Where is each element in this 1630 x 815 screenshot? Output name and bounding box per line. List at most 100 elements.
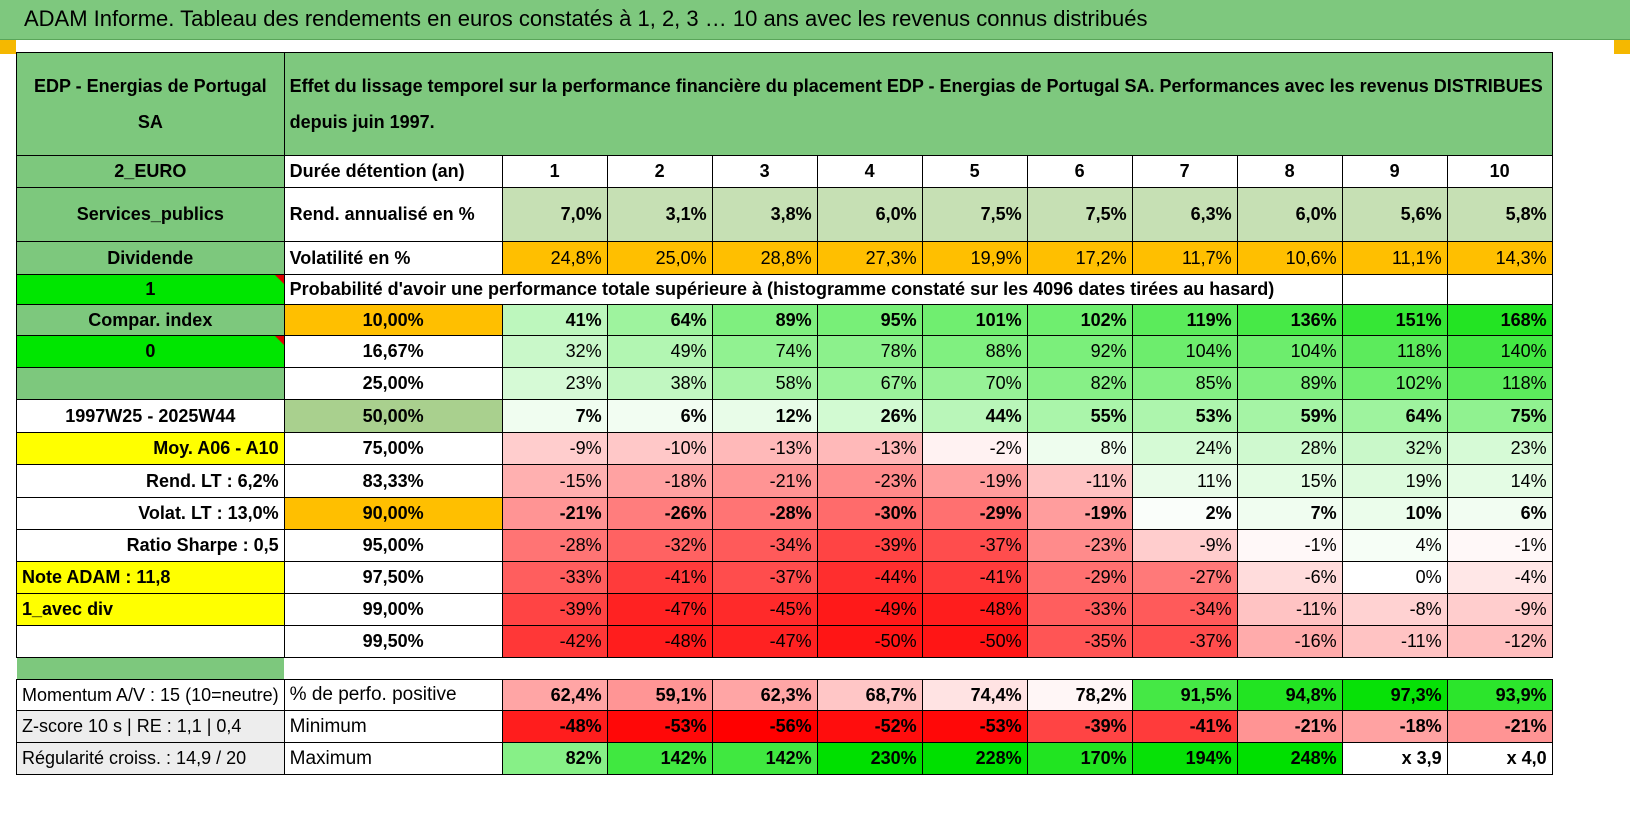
- volat-lt-label: Volat. LT : 13,0%: [16, 497, 285, 530]
- prob-value: 85%: [1131, 367, 1238, 400]
- prob-value: 89%: [711, 304, 818, 336]
- prob-value: 15%: [1236, 464, 1343, 498]
- rend-lt-label: Rend. LT : 6,2%: [16, 464, 285, 498]
- pct-pos-row: Momentum A/V : 15 (10=neutre)% de perfo.…: [16, 679, 1553, 711]
- prob-value: -23%: [1026, 529, 1133, 562]
- minimum-value: -56%: [711, 710, 818, 743]
- prob-value: 64%: [606, 304, 713, 336]
- rend-value: 5,6%: [1341, 187, 1448, 242]
- pct-pos-value: 68,7%: [816, 679, 923, 711]
- header-description: Effet du lissage temporel sur la perform…: [283, 52, 1553, 156]
- gap-row: [16, 657, 1553, 680]
- prob-value: -49%: [816, 593, 923, 626]
- prob-value: -6%: [1236, 561, 1343, 594]
- prob-value: 59%: [1236, 399, 1343, 433]
- years-row: 2_EURO Durée détention (an) 1 2 3 4 5 6 7 8 9 10: [16, 155, 1553, 188]
- prob-value: 104%: [1236, 335, 1343, 368]
- minimum-value: -18%: [1341, 710, 1448, 743]
- prob-value: -21%: [711, 464, 818, 498]
- vol-value: 28,8%: [711, 241, 818, 275]
- prob-value: 88%: [921, 335, 1028, 368]
- maximum-value: x 4,0: [1446, 742, 1553, 775]
- maximum-value: 194%: [1131, 742, 1238, 775]
- prob-level: 25,00%: [283, 367, 503, 400]
- prob-value: -1%: [1446, 529, 1553, 562]
- flag-zero: 0: [16, 335, 285, 368]
- prob-value: 26%: [816, 399, 923, 433]
- prob-value: -39%: [501, 593, 608, 626]
- vol-value: 11,1%: [1341, 241, 1448, 275]
- prob-row: Rend. LT : 6,2% 83,33% -15% -18% -21% -23% -19…: [16, 464, 1553, 498]
- prob-value: -19%: [1026, 497, 1133, 530]
- compar-index-label: Compar. index: [16, 304, 285, 336]
- prob-value: 53%: [1131, 399, 1238, 433]
- prob-level: 10,00%: [283, 304, 503, 336]
- prob-value: -10%: [606, 432, 713, 465]
- maximum-value: 142%: [606, 742, 713, 775]
- prob-value: 104%: [1131, 335, 1238, 368]
- prob-value: -11%: [1341, 625, 1448, 658]
- prob-value: -9%: [1446, 593, 1553, 626]
- pct-pos-value: 93,9%: [1446, 679, 1553, 711]
- pct-pos-value: 62,4%: [501, 679, 608, 711]
- prob-row: 1997W25 - 2025W44 50,00% 7% 6% 12% 26% 44% 55% 5…: [16, 399, 1553, 433]
- rend-value: 6,3%: [1131, 187, 1238, 242]
- prob-row: Compar. index 10,00% 41% 64% 89% 95% 101% 102% 1…: [16, 304, 1553, 336]
- prob-value: 58%: [711, 367, 818, 400]
- performance-table: EDP - Energias de Portugal SA Effet du li…: [16, 52, 1553, 775]
- minimum-value: -41%: [1131, 710, 1238, 743]
- prob-value: 118%: [1446, 367, 1553, 400]
- prob-value: 28%: [1236, 432, 1343, 465]
- pct-pos-value: 59,1%: [606, 679, 713, 711]
- empty-side-cell: [16, 367, 285, 400]
- pct-pos-value: 74,4%: [921, 679, 1028, 711]
- year-header: 8: [1236, 155, 1343, 188]
- prob-value: -26%: [606, 497, 713, 530]
- empty-cell: [1446, 274, 1553, 305]
- prob-value: -42%: [501, 625, 608, 658]
- year-header: 7: [1131, 155, 1238, 188]
- prob-value: 38%: [606, 367, 713, 400]
- prob-value: 136%: [1236, 304, 1343, 336]
- rend-value: 3,1%: [606, 187, 713, 242]
- max-label: Maximum: [283, 742, 503, 775]
- prob-value: -1%: [1236, 529, 1343, 562]
- prob-value: -8%: [1341, 593, 1448, 626]
- year-header: 4: [816, 155, 923, 188]
- minimum-value: -52%: [816, 710, 923, 743]
- maximum-value: 170%: [1026, 742, 1133, 775]
- prob-value: 49%: [606, 335, 713, 368]
- prob-value: 151%: [1341, 304, 1448, 336]
- prob-row: 0 16,67% 32% 49% 74% 78% 88% 92% 104% 104% 118% 140…: [16, 335, 1553, 368]
- prob-value: -4%: [1446, 561, 1553, 594]
- prob-value: -11%: [1236, 593, 1343, 626]
- minimum-row: Z-score 10 s | RE : 1,1 | 0,4 Minimum -48%…: [16, 710, 1553, 743]
- prob-value: -9%: [501, 432, 608, 465]
- prob-value: -34%: [1131, 593, 1238, 626]
- prob-value: 102%: [1341, 367, 1448, 400]
- regularite-label: Régularité croiss. : 14,9 / 20: [16, 742, 285, 775]
- prob-value: -16%: [1236, 625, 1343, 658]
- corner-marker-right: [1614, 40, 1630, 54]
- minimum-value: -53%: [606, 710, 713, 743]
- empty-side-cell: [16, 625, 285, 658]
- minimum-value: -48%: [501, 710, 608, 743]
- pct-pos-value: 91,5%: [1131, 679, 1238, 711]
- prob-value: -21%: [501, 497, 608, 530]
- proba-header-row: 1 Probabilité d'avoir une performance tot…: [16, 274, 1553, 305]
- vol-value: 11,7%: [1131, 241, 1238, 275]
- prob-value: -23%: [816, 464, 923, 498]
- pct-pos-value: 62,3%: [711, 679, 818, 711]
- prob-row: 1_avec div 99,00% -39% -47% -45% -49% -48% -33%…: [16, 593, 1553, 626]
- min-label: Minimum: [283, 710, 503, 743]
- prob-value: -32%: [606, 529, 713, 562]
- prob-value: 118%: [1341, 335, 1448, 368]
- prob-level: 16,67%: [283, 335, 503, 368]
- prob-value: 8%: [1026, 432, 1133, 465]
- prob-level: 99,00%: [283, 593, 503, 626]
- rend-value: 6,0%: [816, 187, 923, 242]
- prob-value: 74%: [711, 335, 818, 368]
- momentum-label: Momentum A/V : 15 (10=neutre): [16, 679, 285, 711]
- maximum-value: 230%: [816, 742, 923, 775]
- prob-value: -47%: [711, 625, 818, 658]
